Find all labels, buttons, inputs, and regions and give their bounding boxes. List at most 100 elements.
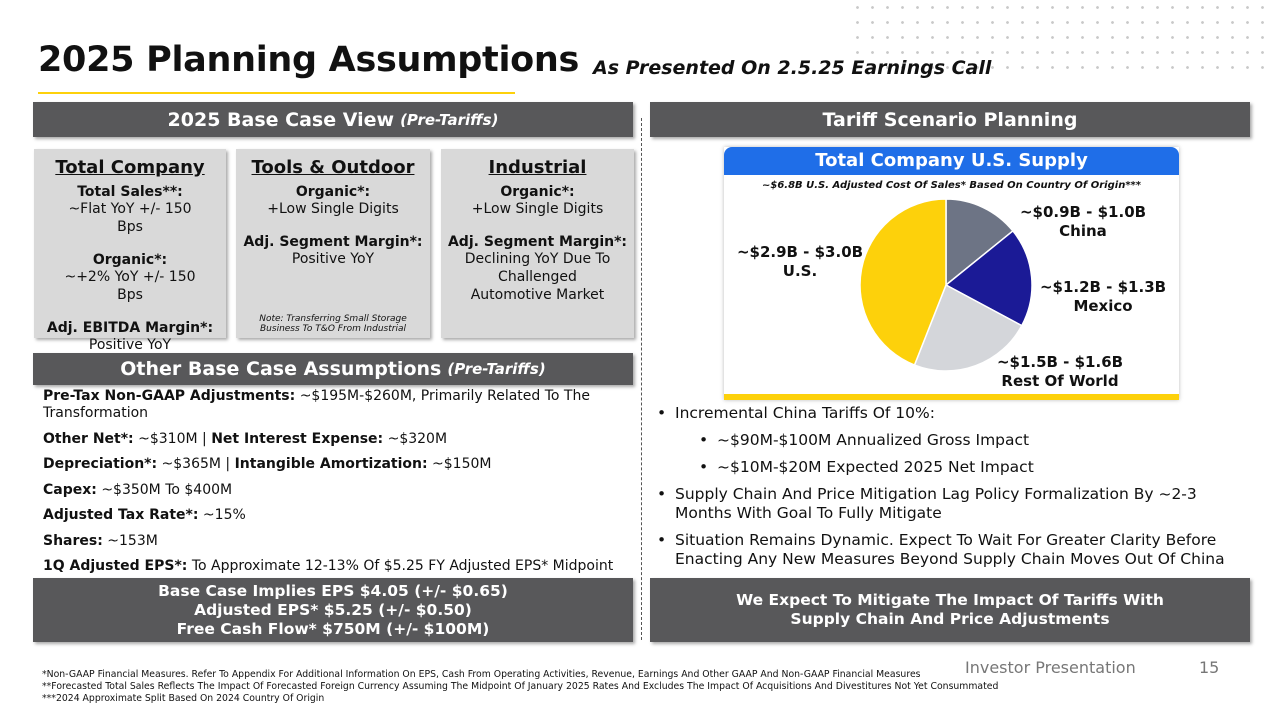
- item-label: Organic*:: [92, 252, 168, 268]
- segment-box: Tools & Outdoor Organic*: +Low Single Digi…: [236, 149, 430, 338]
- assumption-value: ~$350M To $400M: [96, 481, 233, 498]
- assumption-line: 1Q Adjusted EPS*: To Approximate 12-13% …: [43, 558, 623, 575]
- box-note: Note: Transferring Small Storage Busines…: [259, 314, 407, 334]
- item-value: Positive YoY: [88, 337, 172, 353]
- segment-heading: Industrial: [488, 157, 587, 178]
- segment-box: Total Company Total Sales**: ~Flat YoY +/-…: [34, 149, 226, 353]
- banner-text: Tariff Scenario Planning: [822, 108, 1078, 131]
- right-banner: Tariff Scenario Planning: [650, 102, 1250, 137]
- item-label: Adj. Segment Margin*:: [447, 234, 628, 250]
- bullet-text: Supply Chain And Price Mitigation Lag Po…: [675, 485, 1197, 522]
- sub-bullet-text: ~$10M-$20M Expected 2025 Net Impact: [717, 458, 1034, 476]
- assumption-label: Other Net*:: [43, 430, 134, 447]
- footnote: **Forecasted Total Sales Reflects The Im…: [42, 681, 999, 692]
- pie-label: ~$1.5B - $1.6B Rest Of World: [986, 353, 1134, 391]
- title: 2025 Planning Assumptions: [38, 40, 580, 80]
- item-value: Positive YoY: [291, 251, 375, 267]
- pie-label: ~$1.2B - $1.3B Mexico: [1029, 278, 1177, 316]
- assumption-label: 1Q Adjusted EPS*:: [43, 558, 188, 574]
- segment-heading: Tools & Outdoor: [251, 157, 415, 178]
- pie-value-label: ~$0.9B - $1.0B: [1019, 203, 1147, 221]
- assumption-value: ~$365M |: [157, 456, 235, 472]
- pie-category: U.S.: [782, 262, 818, 280]
- sub-bullet: • ~$10M-$20M Expected 2025 Net Impact: [699, 458, 1257, 477]
- assumption-value: ~$150M: [427, 456, 492, 472]
- assumption-line: Pre-Tax Non-GAAP Adjustments: ~$195M-$26…: [43, 388, 623, 422]
- item-label: Organic*:: [500, 184, 575, 200]
- item-value: +Low Single Digits: [471, 201, 604, 217]
- pie-label: ~$2.9B - $3.0B U.S.: [726, 243, 874, 281]
- pie-chart: [859, 198, 1033, 372]
- assumption-label: Pre-Tax Non-GAAP Adjustments:: [43, 388, 296, 404]
- bullet-list: • Incremental China Tariffs Of 10%: • ~$90M…: [657, 404, 1257, 577]
- summary-line: Adjusted EPS* $5.25 (+/- $0.50): [194, 600, 472, 619]
- segment-heading: Total Company: [55, 157, 205, 178]
- item-label: Total Sales**:: [77, 184, 183, 200]
- bullet: • Situation Remains Dynamic. Expect To Wa…: [657, 531, 1257, 569]
- assumption-label: Shares:: [43, 532, 103, 549]
- pie-subtitle: ~$6.8B U.S. Adjusted Cost Of Sales* Base…: [761, 180, 1142, 191]
- banner-note: (Pre-Tariffs): [447, 360, 546, 378]
- pie-category: Mexico: [1073, 297, 1133, 315]
- footnote: *Non-GAAP Financial Measures. Refer To A…: [42, 669, 921, 680]
- bullet-dot: •: [657, 485, 667, 503]
- footer-label: Investor Presentation: [965, 658, 1136, 677]
- page-number: 15: [1199, 658, 1220, 677]
- assumption-value: ~$320M: [383, 430, 448, 447]
- sub-bullet-text: ~$90M-$100M Annualized Gross Impact: [717, 431, 1030, 449]
- pie-category: China: [1059, 222, 1107, 240]
- left-summary: Base Case Implies EPS $4.05 (+/- $0.65) A…: [33, 578, 633, 642]
- item-value: ~+2% YoY +/- 150 Bps: [64, 269, 196, 303]
- bullet-dot: •: [699, 458, 709, 476]
- bullet-dot: •: [657, 404, 667, 422]
- right-summary: We Expect To Mitigate The Impact Of Tari…: [650, 578, 1250, 642]
- summary-line: Free Cash Flow* $750M (+/- $100M): [176, 619, 490, 638]
- bullet-dot: •: [657, 531, 667, 549]
- pie-slice: [945, 198, 1014, 287]
- pie-value-label: ~$1.5B - $1.6B: [996, 353, 1124, 371]
- assumption-line: Shares: ~153M: [43, 533, 623, 550]
- pie-title: Total Company U.S. Supply: [724, 147, 1179, 175]
- other-banner: Other Base Case Assumptions (Pre-Tariffs): [33, 353, 633, 385]
- assumption-line: Other Net*: ~$310M | Net Interest Expens…: [43, 431, 623, 448]
- assumption-value: ~15%: [198, 507, 246, 523]
- assumption-label: Capex:: [43, 481, 97, 498]
- bullet-dot: •: [699, 431, 709, 449]
- title-underline: [38, 92, 515, 94]
- pie-slice: [859, 198, 947, 366]
- assumption-label: Net Interest Expense:: [211, 430, 384, 447]
- pie-slice: [944, 229, 1033, 327]
- assumption-list: Pre-Tax Non-GAAP Adjustments: ~$195M-$26…: [43, 388, 623, 584]
- item-value: ~Flat YoY +/- 150 Bps: [68, 201, 192, 235]
- dot-pattern: [850, 0, 1272, 72]
- sub-bullet: • ~$90M-$100M Annualized Gross Impact: [699, 431, 1257, 450]
- segment-box: Industrial Organic*: +Low Single Digits Adj…: [441, 149, 634, 338]
- assumption-label: Depreciation*:: [43, 456, 158, 472]
- item-label: Adj. Segment Margin*:: [243, 234, 423, 250]
- pie-category: Rest Of World: [1001, 372, 1119, 390]
- item-value: Declining YoY Due To Challenged Automoti…: [464, 251, 611, 303]
- footnote: ***2024 Approximate Split Based On 2024 …: [42, 693, 325, 704]
- assumption-value: ~153M: [102, 532, 158, 549]
- summary-line: Base Case Implies EPS $4.05 (+/- $0.65): [158, 581, 508, 600]
- item-value: +Low Single Digits: [267, 201, 399, 217]
- bullet: • Incremental China Tariffs Of 10%:: [657, 404, 1257, 423]
- assumption-label: Intangible Amortization:: [234, 456, 428, 472]
- banner-text: 2025 Base Case View: [167, 108, 395, 131]
- pie-slice: [913, 283, 1023, 372]
- assumption-value: ~$195M-$260M, Primarily Related To The T…: [43, 388, 590, 421]
- assumption-label: Adjusted Tax Rate*:: [43, 507, 199, 523]
- pie-value-label: ~$1.2B - $1.3B: [1039, 278, 1167, 296]
- bullet-text: Incremental China Tariffs Of 10%:: [675, 404, 935, 422]
- subtitle: As Presented On 2.5.25 Earnings Call: [593, 57, 992, 79]
- divider: [641, 118, 642, 640]
- pie-value-label: ~$2.9B - $3.0B: [736, 243, 864, 261]
- pie-label: ~$0.9B - $1.0B China: [1009, 203, 1157, 241]
- item-label: Adj. EBITDA Margin*:: [46, 320, 214, 336]
- assumption-line: Depreciation*: ~$365M | Intangible Amort…: [43, 456, 623, 473]
- footnotes: *Non-GAAP Financial Measures. Refer To A…: [42, 669, 998, 705]
- bullet-text: Situation Remains Dynamic. Expect To Wai…: [675, 531, 1225, 568]
- banner-text: Other Base Case Assumptions: [120, 358, 442, 380]
- item-label: Organic*:: [295, 184, 371, 200]
